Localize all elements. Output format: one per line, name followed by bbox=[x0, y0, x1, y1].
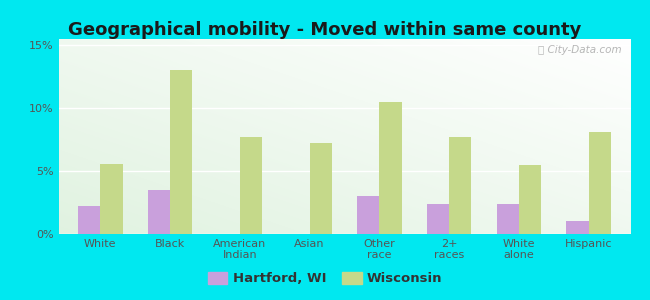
Text: ⓘ City-Data.com: ⓘ City-Data.com bbox=[538, 45, 622, 55]
Bar bbox=[589, 132, 611, 234]
Bar bbox=[519, 165, 541, 234]
Bar bbox=[380, 102, 402, 234]
Bar bbox=[497, 204, 519, 234]
Bar bbox=[78, 206, 100, 234]
Bar bbox=[170, 70, 192, 234]
Bar bbox=[309, 143, 332, 234]
Bar bbox=[427, 204, 449, 234]
Bar bbox=[148, 190, 170, 234]
Text: Geographical mobility - Moved within same county: Geographical mobility - Moved within sam… bbox=[68, 21, 582, 39]
Bar bbox=[449, 137, 471, 234]
Bar bbox=[100, 164, 123, 234]
Bar bbox=[240, 137, 262, 234]
Bar bbox=[566, 221, 589, 234]
Legend: Hartford, WI, Wisconsin: Hartford, WI, Wisconsin bbox=[202, 266, 448, 290]
Bar bbox=[357, 196, 380, 234]
